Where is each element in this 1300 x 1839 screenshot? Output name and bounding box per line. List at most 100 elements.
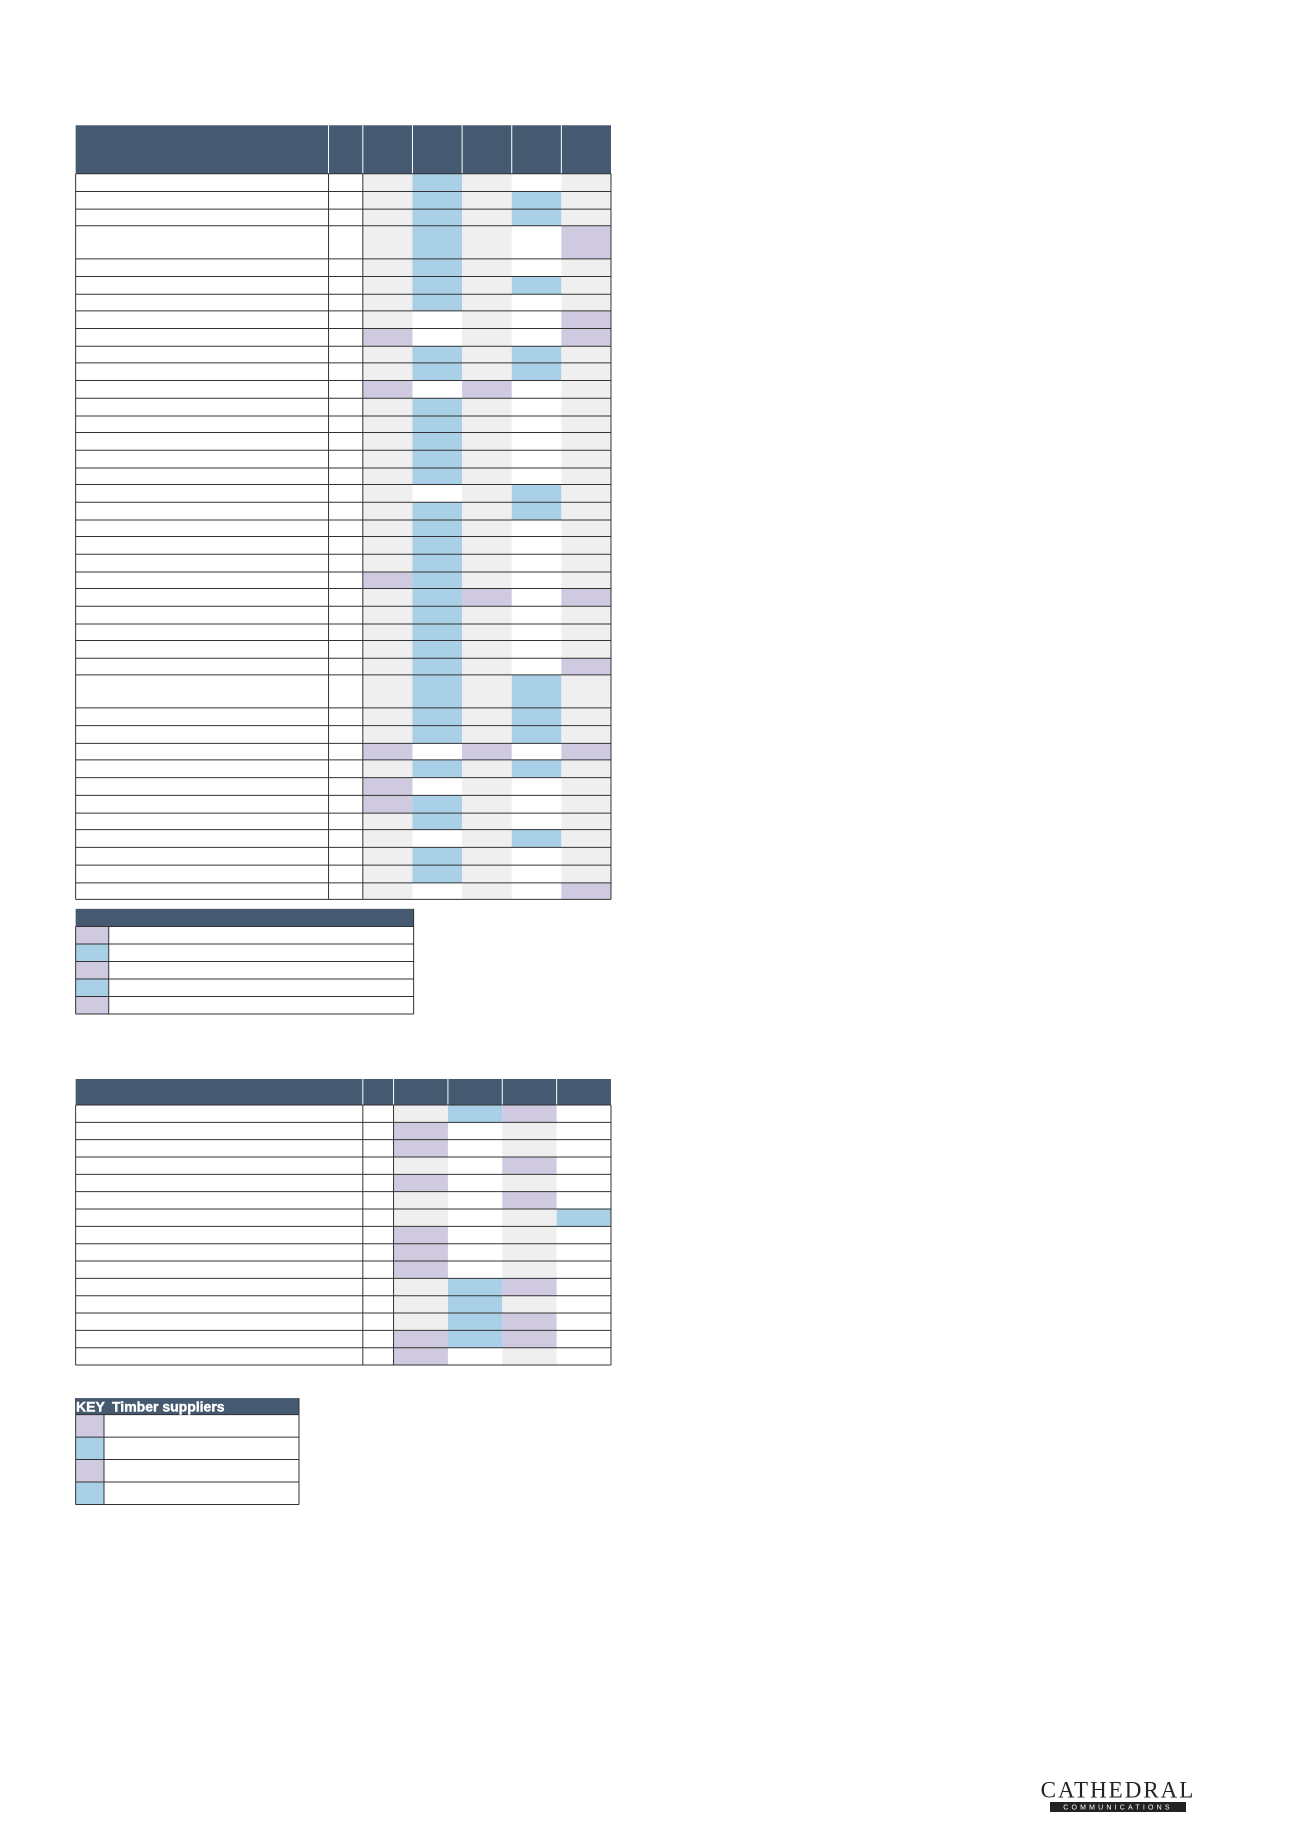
table-cell: [362, 173, 413, 192]
table-cell: [462, 777, 512, 796]
table-cell: [462, 674, 512, 708]
table-cell: [362, 759, 413, 778]
table-cell: [362, 191, 413, 210]
table-cell: [393, 1261, 448, 1279]
table-cell: [412, 258, 463, 277]
table-cell: [502, 1139, 557, 1158]
table-cell: [561, 502, 611, 520]
table-cell: [412, 362, 463, 381]
table-cell: [462, 743, 512, 760]
table-cell: [561, 380, 611, 399]
table-cell: [412, 865, 463, 883]
table-cell: [393, 1226, 448, 1244]
key-swatch: [75, 1414, 104, 1438]
table-cell: [412, 346, 463, 363]
table-cell: [412, 536, 463, 555]
table-cell: [362, 554, 413, 572]
table-cell: [511, 276, 562, 295]
table-cell: [462, 795, 512, 814]
table-cell: [561, 725, 611, 744]
table-cell: [561, 209, 611, 226]
table-cell: [561, 606, 611, 624]
table-cell: [561, 310, 611, 329]
table-cell: [511, 674, 562, 708]
table-cell: [462, 882, 512, 900]
table-cell: [462, 536, 512, 555]
table-cell: [561, 468, 611, 485]
table-cell: [362, 225, 413, 259]
table-cell: [462, 865, 512, 883]
table-cell: [412, 813, 463, 830]
table-cell: [561, 640, 611, 659]
table-cell: [502, 1347, 557, 1366]
table-cell: [561, 777, 611, 796]
table-cell: [447, 1313, 503, 1331]
table-cell: [561, 398, 611, 416]
table-cell: [462, 658, 512, 675]
table-cell: [412, 520, 463, 537]
table-cell: [561, 759, 611, 778]
table-cell: [362, 310, 413, 329]
table-cell: [462, 362, 512, 381]
table-cell: [362, 813, 413, 830]
table-cell: [362, 398, 413, 416]
table-cell: [412, 209, 463, 226]
table-cell: [393, 1191, 448, 1210]
table-cell: [362, 743, 413, 760]
table-cell: [412, 759, 463, 778]
table-cell: [412, 432, 463, 451]
key-swatch: [75, 979, 109, 997]
table-cell: [412, 416, 463, 433]
table-cell: [561, 847, 611, 866]
table-cell: [362, 606, 413, 624]
table-cell: [412, 674, 463, 708]
table-cell: [362, 795, 413, 814]
table-cell: [412, 624, 463, 641]
table-cell: [511, 829, 562, 848]
table-cell: [362, 328, 413, 347]
table-cell: [511, 759, 562, 778]
table-cell: [511, 191, 562, 210]
table-cell: [462, 847, 512, 866]
table-cell: [362, 777, 413, 796]
table-cell: [393, 1122, 448, 1140]
table-cell: [502, 1330, 557, 1348]
table-cell: [462, 468, 512, 485]
table-cell: [412, 588, 463, 607]
table-cell: [362, 362, 413, 381]
table-cell: [412, 450, 463, 468]
key-swatch: [75, 1482, 104, 1505]
table-cell: [462, 624, 512, 641]
table-cell: [362, 468, 413, 485]
table-cell: [462, 813, 512, 830]
logo-band: [1050, 1802, 1186, 1812]
table-header: [75, 1079, 612, 1105]
table-cell: [556, 1209, 611, 1227]
table-cell: [561, 191, 611, 210]
table-cell: [412, 276, 463, 295]
table-cell: [561, 173, 611, 192]
table-cell: [412, 225, 463, 259]
table-cell: [462, 328, 512, 347]
table-cell: [561, 416, 611, 433]
table-cell: [362, 865, 413, 883]
table-cell: [362, 536, 413, 555]
table-cell: [462, 416, 512, 433]
table-cell: [462, 258, 512, 277]
table-cell: [362, 209, 413, 226]
table-cell: [561, 674, 611, 708]
key-swatch: [75, 961, 109, 980]
table-cell: [502, 1243, 557, 1262]
key-swatch: [75, 996, 109, 1014]
table-cell: [362, 624, 413, 641]
table-cell: [412, 640, 463, 659]
table-cell: [362, 294, 413, 311]
table-cell: [511, 502, 562, 520]
table-cell: [561, 225, 611, 259]
table-cell: [412, 707, 463, 726]
table-cell: [561, 328, 611, 347]
table-cell: [502, 1295, 557, 1314]
table-cell: [393, 1347, 448, 1366]
table-cell: [412, 398, 463, 416]
